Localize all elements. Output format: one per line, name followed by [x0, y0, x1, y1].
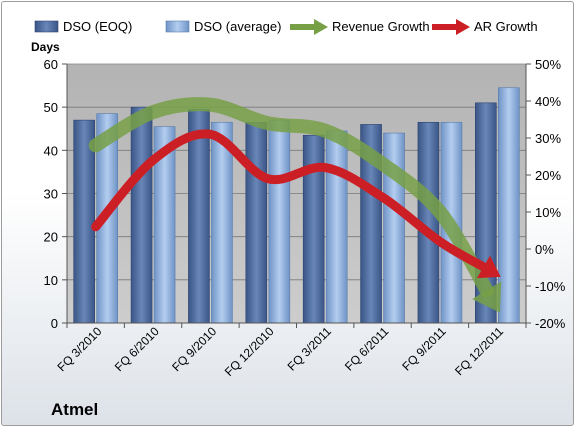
legend-label: AR Growth: [474, 19, 538, 34]
y-tick-label: 50: [44, 100, 58, 115]
legend-swatch-arrowhead: [314, 19, 328, 35]
ar-growth-line: [91, 129, 488, 272]
bar-dso-average: [498, 87, 520, 324]
legend-swatch: [165, 20, 190, 33]
x-tick-label: FQ 6/2010: [112, 324, 162, 374]
bar-dso-eoq: [188, 109, 210, 324]
y2-tick-label: 50%: [535, 57, 561, 72]
legend-swatch-arrowhead: [456, 19, 470, 35]
y2-tick-label: 0%: [535, 242, 554, 257]
legend-swatch: [34, 20, 59, 33]
y2-tick-label: -10%: [535, 279, 566, 294]
y-tick-label: 40: [44, 143, 58, 158]
y2-tick-label: -20%: [535, 316, 566, 331]
y-tick-label: 30: [44, 187, 58, 202]
x-tick-label: FQ 12/2010: [222, 324, 277, 379]
company-label: Atmel: [51, 400, 98, 419]
bar-dso-eoq: [245, 121, 268, 324]
y-axis-title: Days: [31, 40, 60, 54]
y-tick-label: 0: [51, 316, 58, 331]
x-tick-label: FQ 3/2011: [285, 324, 335, 374]
y2-tick-label: 20%: [535, 168, 561, 183]
legend-label: Revenue Growth: [332, 19, 430, 34]
x-tick-label: FQ 9/2010: [169, 324, 219, 374]
legend-label: DSO (EOQ): [63, 19, 132, 34]
y2-tick-label: 10%: [535, 205, 561, 220]
revenue-growth-line-arrowhead: [472, 281, 502, 313]
y-tick-label: 10: [44, 273, 58, 288]
revenue-growth-line: [88, 97, 494, 298]
legend-label: DSO (average): [194, 19, 281, 34]
bar-dso-average: [211, 121, 233, 324]
y-tick-label: 20: [44, 230, 58, 245]
x-tick-label: FQ 6/2011: [342, 324, 392, 374]
y2-tick-label: 40%: [535, 94, 561, 109]
ar-growth-line-arrowhead: [476, 255, 501, 279]
bar-dso-average: [268, 119, 291, 324]
legend: DSO (EOQ) DSO (average) Revenue Growth AR G…: [34, 19, 538, 35]
y-tick-label: 60: [44, 57, 58, 72]
bar-dso-average: [325, 130, 348, 324]
y2-tick-label: 30%: [535, 131, 561, 146]
x-tick-label: FQ 12/2011: [452, 324, 506, 378]
growth-lines: [88, 97, 502, 313]
x-tick-label: FQ 9/2011: [399, 324, 449, 374]
x-tick-label: FQ 3/2010: [55, 324, 105, 374]
bar-dso-eoq: [130, 106, 153, 324]
